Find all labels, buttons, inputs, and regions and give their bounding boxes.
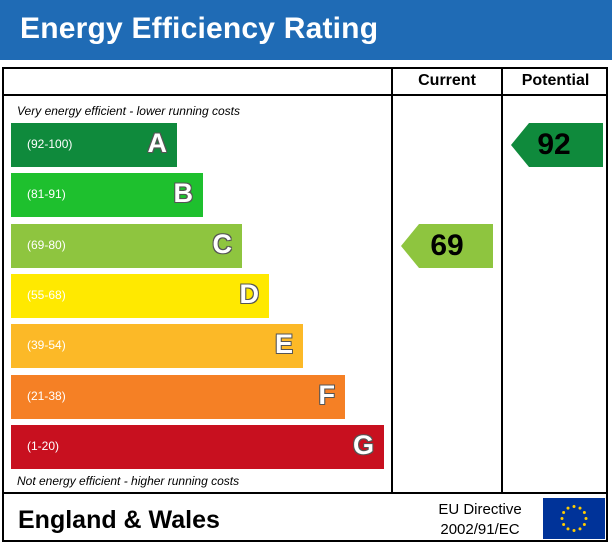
band-range-label: (21-38) — [27, 389, 66, 403]
band-g: (1-20) G — [11, 425, 384, 469]
footer-divider — [2, 492, 608, 494]
potential-rating-value: 92 — [537, 128, 571, 161]
band-range-label: (55-68) — [27, 288, 66, 302]
potential-rating-arrow: 92 — [511, 123, 603, 167]
eu-star-icon — [566, 506, 570, 510]
eu-directive: EU Directive 2002/91/EC — [420, 500, 540, 540]
band-b: (81-91) B — [11, 173, 203, 217]
eu-star-icon — [582, 511, 586, 514]
band-e: (39-54) E — [11, 324, 303, 368]
eu-flag-icon — [543, 498, 605, 539]
header-bar: Energy Efficiency Rating — [0, 0, 612, 60]
band-letter: A — [147, 128, 168, 158]
band-c: (69-80) C — [11, 224, 242, 268]
top-note: Very energy efficient - lower running co… — [17, 104, 240, 118]
band-letter: D — [239, 279, 260, 309]
eu-star-icon — [578, 506, 582, 510]
band-range-label: (92-100) — [27, 137, 73, 151]
eu-star-icon — [566, 527, 570, 531]
band-range-label: (69-80) — [27, 238, 66, 252]
current-rating-arrow: 69 — [401, 224, 493, 268]
current-rating-value: 69 — [430, 229, 464, 262]
region-label: England & Wales — [18, 506, 220, 534]
band-d: (55-68) D — [11, 274, 269, 318]
eu-star-icon — [562, 523, 566, 526]
band-a: (92-100) A — [11, 123, 177, 167]
band-letter: B — [173, 178, 194, 208]
eu-star-icon — [572, 529, 576, 532]
eu-directive-line2: 2002/91/EC — [440, 521, 520, 538]
current-column-divider — [391, 67, 393, 494]
eu-star-icon — [584, 517, 588, 520]
band-letter: E — [274, 329, 293, 359]
header-row-divider — [2, 94, 608, 96]
band-letter: C — [212, 229, 233, 259]
band-letter: G — [352, 430, 374, 460]
eu-star-icon — [572, 505, 576, 508]
eu-star-icon — [562, 511, 566, 514]
band-range-label: (81-91) — [27, 187, 66, 201]
eu-star-icon — [578, 527, 582, 531]
bottom-note: Not energy efficient - higher running co… — [17, 474, 240, 488]
band-range-label: (1-20) — [27, 439, 60, 453]
rating-frame — [2, 67, 608, 542]
band-f: (21-38) F — [11, 375, 345, 419]
potential-column-divider — [501, 67, 503, 494]
current-arrow-shape — [401, 224, 493, 268]
current-column-header: Current — [418, 72, 476, 89]
eu-directive-line1: EU Directive — [438, 501, 522, 518]
potential-column-header: Potential — [521, 72, 590, 89]
potential-arrow-shape — [511, 123, 603, 167]
eu-star-icon — [582, 523, 586, 526]
band-letter: F — [318, 380, 336, 410]
band-range-label: (39-54) — [27, 338, 66, 352]
page-title: Energy Efficiency Rating — [20, 12, 379, 45]
eu-star-icon — [560, 517, 564, 520]
